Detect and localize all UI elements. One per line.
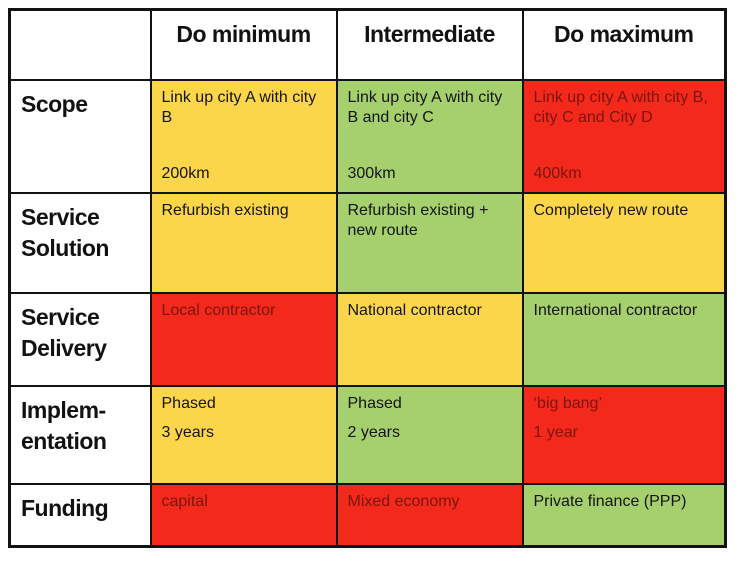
cell-implementation-intermediate: Phased 2 years [335,384,524,485]
cell-subtext: 2 years [347,423,400,441]
cell-funding-intermediate: Mixed economy [335,482,524,548]
cell-text: Link up city A with city B [161,88,317,126]
cell-scope-do-minimum: Link up city A with city B 200km [149,78,338,194]
cell-service-solution-do-maximum: Completely new route [521,191,727,294]
cell-text: Refurbish existing + new route [347,201,489,239]
table-row-scope: Scope Link up city A with city B 200km L… [8,78,727,194]
cell-text: National contractor [347,301,482,319]
cell-subtext: 1 year [533,423,578,441]
header-row: Do minimum Intermediate Do maximum [8,8,727,81]
column-header-intermediate: Intermediate [335,8,524,81]
table-row-funding: Funding capital Mixed economy Private fi… [8,482,727,548]
cell-service-delivery-do-maximum: International contractor [521,291,727,387]
cell-service-solution-intermediate: Refurbish existing + new route [335,191,524,294]
row-label-service-delivery: Service Delivery [8,291,152,387]
cell-scope-do-maximum: Link up city A with city B, city C and C… [521,78,727,194]
table-row-service-solution: Service Solution Refurbish existing Refu… [8,191,727,294]
row-label-service-solution: Service Solution [8,191,152,294]
cell-text: capital [161,492,208,510]
cell-text: Mixed economy [347,492,460,510]
cell-text: Local contractor [161,301,276,319]
cell-text: Link up city A with city B, city C and C… [533,88,708,126]
cell-footer: 300km [347,165,396,183]
cell-implementation-do-maximum: ‘big bang’ 1 year [521,384,727,485]
cell-service-delivery-do-minimum: Local contractor [149,291,338,387]
cell-text: ‘big bang’ [533,394,603,412]
table-row-implementation: Implem- entation Phased 3 years Phased 2… [8,384,727,485]
cell-service-solution-do-minimum: Refurbish existing [149,191,338,294]
cell-footer: 200km [161,165,210,183]
cell-text: Link up city A with city B and city C [347,88,503,126]
cell-footer: 400km [533,165,582,183]
cell-text: Phased [161,394,216,412]
row-label-scope: Scope [8,78,152,194]
cell-text: Phased [347,394,402,412]
corner-cell [8,8,152,81]
cell-service-delivery-intermediate: National contractor [335,291,524,387]
cell-subtext: 3 years [161,423,214,441]
row-label-implementation: Implem- entation [8,384,152,485]
cell-text: International contractor [533,301,698,319]
cell-scope-intermediate: Link up city A with city B and city C 30… [335,78,524,194]
cell-text: Private finance (PPP) [533,492,687,510]
cell-text: Completely new route [533,201,689,219]
column-header-do-minimum: Do minimum [149,8,338,81]
cell-implementation-do-minimum: Phased 3 years [149,384,338,485]
cell-funding-do-minimum: capital [149,482,338,548]
row-label-funding: Funding [8,482,152,548]
options-matrix-table: Do minimum Intermediate Do maximum Scope… [8,8,727,548]
column-header-do-maximum: Do maximum [521,8,727,81]
cell-funding-do-maximum: Private finance (PPP) [521,482,727,548]
table-row-service-delivery: Service Delivery Local contractor Nation… [8,291,727,387]
cell-text: Refurbish existing [161,201,289,219]
